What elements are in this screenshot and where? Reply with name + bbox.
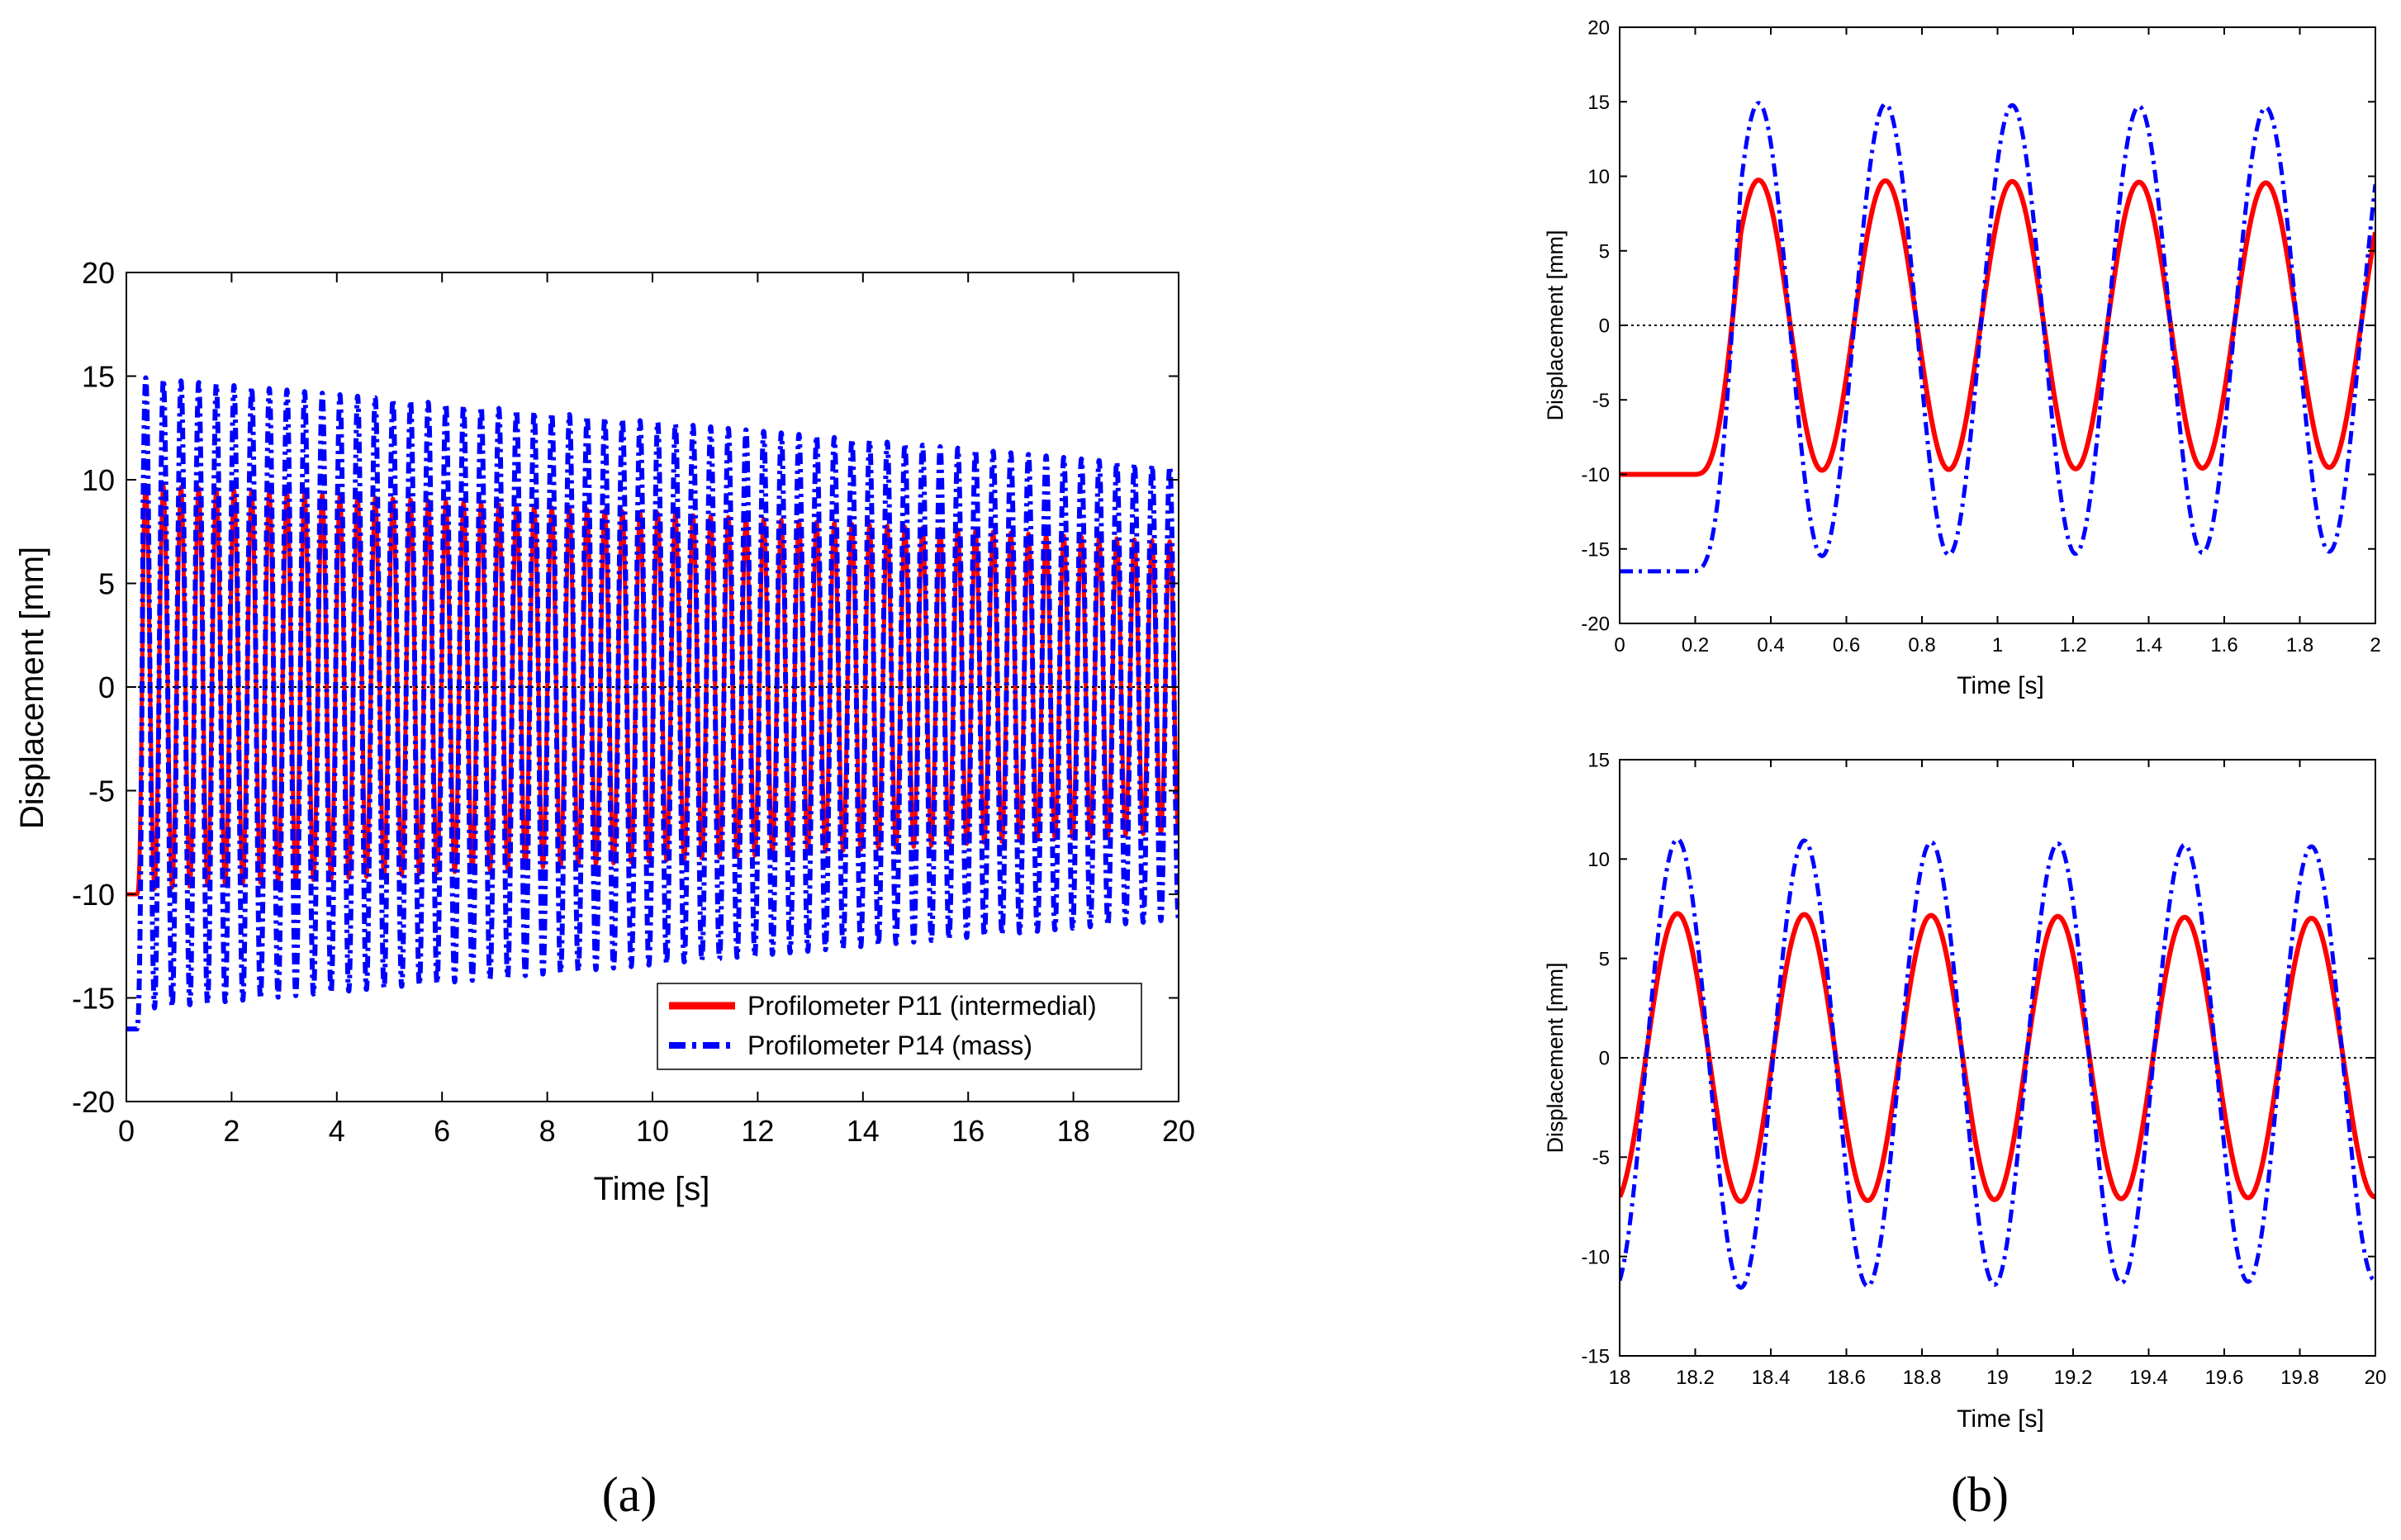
chart-b-bottom-ytick-label: 15 xyxy=(1587,750,1610,772)
chart-a-ytick-label: 0 xyxy=(98,670,115,704)
chart-a-xtick-label: 18 xyxy=(1057,1114,1090,1148)
chart-b-bottom-series-p14-line xyxy=(1620,836,2375,1290)
chart-b-bottom-xtick-label: 18 xyxy=(1609,1367,1631,1389)
chart-b-top-xtick-label: 1.8 xyxy=(2286,634,2313,656)
chart-a-series-group xyxy=(126,375,1179,1032)
chart-a-xtick-label: 4 xyxy=(329,1114,345,1148)
chart-b-bottom-xtick-label: 19.6 xyxy=(2205,1367,2244,1389)
chart-b-top-ytick-label: -15 xyxy=(1581,538,1610,561)
chart-b-top-ytick-label: 15 xyxy=(1587,92,1610,114)
chart-b-bottom-ytick-label: -15 xyxy=(1581,1346,1610,1368)
chart-b-top-xtick-label: 1.2 xyxy=(2059,634,2086,656)
chart-b-top-series-p11-line xyxy=(1620,178,2375,477)
chart-a-ytick-label: 20 xyxy=(82,256,115,290)
chart-a-xtick-label: 20 xyxy=(1162,1114,1195,1148)
chart-b-top-xtick-label: 0.4 xyxy=(1757,634,1784,656)
chart-b-top-xtick-label: 0.8 xyxy=(1908,634,1935,656)
legend-entry-p11: Profilometer P11 (intermedial) xyxy=(747,991,1097,1021)
chart-b-bottom-xtick-label: 18.8 xyxy=(1903,1367,1942,1389)
chart-b-top-ytick-label: 5 xyxy=(1599,240,1610,263)
chart-a-xtick-label: 10 xyxy=(636,1114,669,1148)
chart-b-bottom-ytick-label: 10 xyxy=(1587,849,1610,871)
chart-a-xtick-label: 12 xyxy=(741,1114,774,1148)
chart-a-ytick-label: -20 xyxy=(72,1085,115,1119)
chart-b-top-xtick-label: 2 xyxy=(2370,634,2380,656)
chart-b-top-xtick-label: 1 xyxy=(1992,634,2003,656)
chart-a-ytick-label: 5 xyxy=(98,566,115,600)
chart-b-top-ytick-label: 10 xyxy=(1587,166,1610,188)
chart-b-top: Displacement [mm] Time [s] 0 0.2 0.4 0.6 0.8… xyxy=(1543,17,2381,699)
chart-b-top-ytick-label: 20 xyxy=(1587,17,1610,40)
chart-b-bottom-xtick-label: 20 xyxy=(2365,1367,2387,1389)
chart-b-bottom: Displacement [mm] Time [s] (b) 18 18.2 18.… xyxy=(1543,750,2386,1522)
chart-b-top-ylabel: Displacement [mm] xyxy=(1543,230,1568,420)
chart-a-xtick-label: 0 xyxy=(118,1114,135,1148)
chart-b-bottom-ytick-label: -10 xyxy=(1581,1246,1610,1268)
chart-a-ytick-label: 10 xyxy=(82,463,115,497)
legend-box xyxy=(657,983,1142,1070)
chart-b-bottom-xtick-label: 19.4 xyxy=(2129,1367,2168,1389)
chart-b-bottom-xlabel: Time [s] xyxy=(1957,1405,2044,1433)
chart-a-ytick-label: 15 xyxy=(82,359,115,393)
chart-b-top-xtick-label: 1.4 xyxy=(2135,634,2162,656)
chart-a-series-p14-line xyxy=(126,375,1179,1032)
chart-b-top-xtick-label: 1.6 xyxy=(2210,634,2237,656)
chart-b-bottom-xtick-label: 19 xyxy=(1986,1367,2009,1389)
chart-b-bottom-xtick-label: 18.4 xyxy=(1752,1367,1791,1389)
legend-entry-p14: Profilometer P14 (mass) xyxy=(747,1031,1032,1060)
chart-a-ytick-label: -5 xyxy=(88,774,115,808)
chart-a-ylabel: Displacement [mm] xyxy=(14,547,50,829)
chart-a-xtick-label: 8 xyxy=(539,1114,556,1148)
chart-b-bottom-xtick-label: 18.2 xyxy=(1676,1367,1715,1389)
chart-a-xtick-label: 16 xyxy=(951,1114,985,1148)
chart-b-bottom-series-group xyxy=(1620,836,2375,1290)
chart-b-top-xtick-label: 0 xyxy=(1614,634,1625,656)
chart-b-top-ytick-label: -10 xyxy=(1581,464,1610,486)
chart-a-xtick-label: 14 xyxy=(847,1114,880,1148)
chart-b-top-xtick-label: 0.2 xyxy=(1682,634,1709,656)
chart-b-bottom-ytick-label: 0 xyxy=(1599,1048,1610,1070)
chart-b-top-xtick-label: 0.6 xyxy=(1833,634,1860,656)
chart-b-top-ytick-label: -5 xyxy=(1592,390,1610,412)
chart-b-top-xlabel: Time [s] xyxy=(1957,672,2044,699)
chart-b-top-ytick-label: 0 xyxy=(1599,315,1610,338)
chart-a-xtick-label: 2 xyxy=(223,1114,240,1148)
panel-label-a: (a) xyxy=(602,1467,657,1522)
chart-b-top-series-group xyxy=(1620,101,2375,574)
chart-a-ytick-label: -10 xyxy=(72,878,115,912)
chart-a-xtick-label: 6 xyxy=(434,1114,450,1148)
chart-b-bottom-ytick-label: -5 xyxy=(1592,1147,1610,1169)
chart-a-legend: Profilometer P11 (intermedial) Profilome… xyxy=(657,983,1142,1070)
chart-b-bottom-xtick-label: 19.2 xyxy=(2054,1367,2093,1389)
chart-a: Displacement [mm] Time [s] (a) 0 2 4 6 8 10 12… xyxy=(14,256,1195,1522)
chart-b-bottom-ytick-label: 5 xyxy=(1599,948,1610,970)
chart-a-ytick-label: -15 xyxy=(72,981,115,1015)
chart-b-bottom-xtick-label: 18.6 xyxy=(1827,1367,1866,1389)
chart-b-top-series-p14-line xyxy=(1620,101,2375,574)
chart-b-bottom-xtick-label: 19.8 xyxy=(2280,1367,2319,1389)
chart-b-top-ytick-label: -20 xyxy=(1581,614,1610,636)
chart-b-bottom-ylabel: Displacement [mm] xyxy=(1543,962,1568,1153)
chart-a-xlabel: Time [s] xyxy=(594,1171,710,1207)
chart-b-bottom-series-p11-line xyxy=(1620,911,2375,1205)
panel-label-b: (b) xyxy=(1951,1467,2009,1522)
